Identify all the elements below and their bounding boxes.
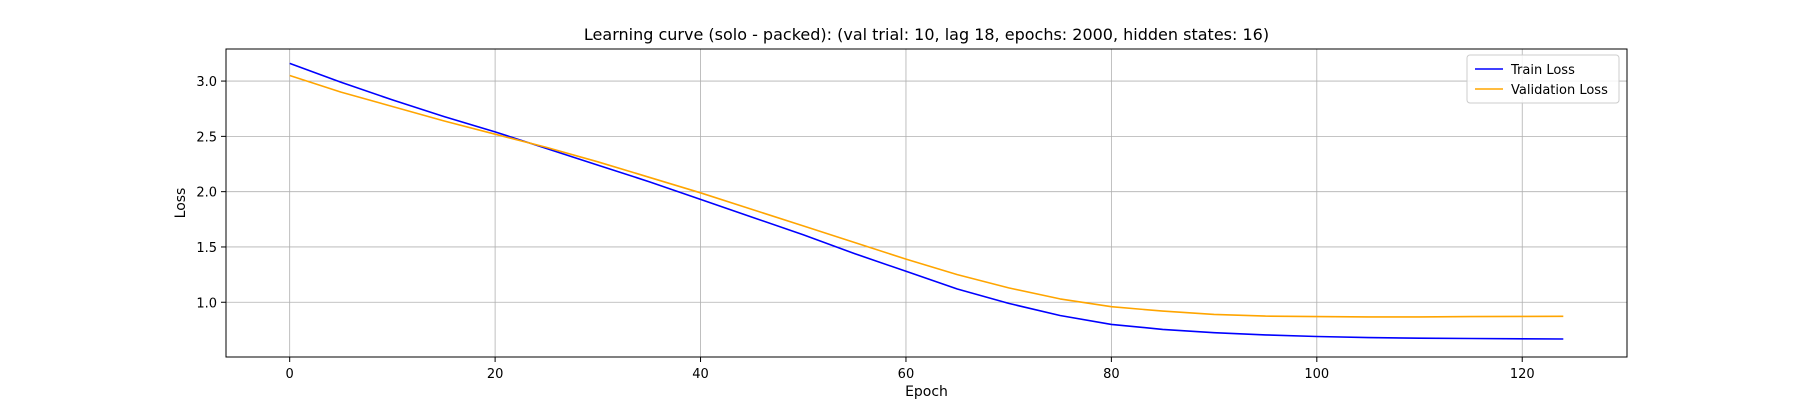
y-tick-label: 1.5 xyxy=(196,241,217,256)
x-tick-label: 40 xyxy=(692,367,709,382)
y-tick-label: 3.0 xyxy=(196,75,217,90)
x-axis-label: Epoch xyxy=(905,384,948,400)
series-line-validation xyxy=(289,74,1564,318)
x-tick-label: 100 xyxy=(1304,367,1329,382)
grid-lines xyxy=(226,49,1627,357)
series-line-train xyxy=(289,62,1564,340)
legend-entry-label: Train Loss xyxy=(1510,63,1575,78)
plot-frame xyxy=(225,48,1628,358)
series-lines xyxy=(289,62,1564,340)
legend-entry-label: Validation Loss xyxy=(1511,83,1608,98)
legend: Train Loss Validation Loss xyxy=(1466,54,1620,104)
x-tick-label: 0 xyxy=(286,367,294,382)
x-tick-label: 120 xyxy=(1510,367,1535,382)
y-tick-label: 1.0 xyxy=(196,296,217,311)
x-tick-label: 20 xyxy=(487,367,504,382)
y-axis-label: Loss xyxy=(173,188,189,219)
x-tick-label: 80 xyxy=(1103,367,1120,382)
chart-title: Learning curve (solo - packed): (val tri… xyxy=(584,25,1269,44)
y-tick-label: 2.5 xyxy=(196,130,217,145)
y-tick-label: 2.0 xyxy=(196,186,217,201)
axis-ticks: 0 20 40 60 80 100 120 1.0 1.5 2.0 2.5 3.0 xyxy=(196,75,1534,382)
legend-box xyxy=(1466,54,1620,104)
x-tick-label: 60 xyxy=(898,367,915,382)
